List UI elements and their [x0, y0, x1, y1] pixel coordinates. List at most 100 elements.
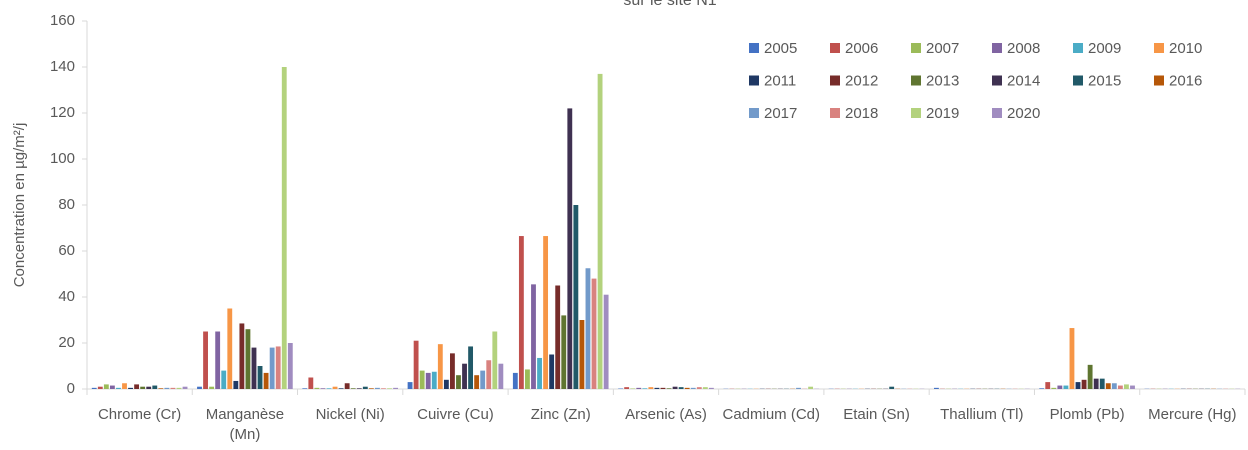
legend-label: 2015: [1088, 72, 1121, 89]
bar: [573, 205, 579, 389]
legend-swatch: [992, 43, 1002, 53]
bar: [660, 387, 666, 389]
bar: [480, 370, 486, 389]
legend-label: 2019: [926, 105, 959, 122]
bar: [591, 278, 597, 389]
bar: [338, 388, 344, 389]
bar: [287, 343, 293, 389]
x-tick-label: Thallium (Tl): [940, 406, 1023, 423]
bar: [116, 387, 121, 389]
y-tick-label: 60: [58, 242, 75, 259]
bar: [344, 383, 350, 389]
legend-swatch: [992, 108, 1002, 118]
bar: [1087, 364, 1093, 389]
bar: [456, 375, 461, 389]
y-tick-label: 40: [58, 288, 75, 305]
legend-swatch: [830, 108, 840, 118]
bar: [320, 388, 326, 389]
x-tick-label: Nickel (Ni): [316, 406, 385, 423]
bar: [350, 388, 356, 389]
bar: [1099, 378, 1105, 389]
legend-swatch: [1154, 43, 1164, 53]
bar: [308, 377, 314, 389]
bar: [531, 284, 536, 389]
bar: [146, 386, 152, 389]
legend-label: 2012: [845, 72, 878, 89]
bar: [1081, 379, 1087, 389]
legend-swatch: [749, 108, 759, 118]
legend-swatch: [1154, 75, 1164, 86]
bar: [889, 386, 895, 389]
bar: [648, 387, 654, 389]
legend-label: 2017: [764, 105, 797, 122]
bar: [1045, 382, 1051, 389]
bar: [387, 388, 392, 389]
bar: [808, 386, 814, 389]
legend-label: 2013: [926, 72, 959, 89]
bar: [512, 372, 518, 389]
bar: [437, 344, 443, 389]
bar: [492, 331, 498, 389]
bar: [257, 366, 263, 389]
legend-label: 2018: [845, 105, 878, 122]
y-tick-label: 140: [50, 58, 75, 75]
x-tick-label: Manganèse (Mn): [206, 406, 284, 443]
bar: [197, 386, 202, 389]
bar: [474, 375, 480, 389]
bar: [1069, 328, 1075, 389]
legend-swatch: [992, 75, 1002, 86]
bar: [486, 360, 492, 389]
legend-label: 2005: [764, 40, 797, 57]
x-tick-label: Mercure (Hg): [1148, 406, 1236, 423]
bar: [281, 67, 287, 389]
legend-label: 2020: [1007, 105, 1040, 122]
bar: [374, 387, 380, 389]
bar: [182, 386, 188, 389]
y-tick-label: 100: [50, 150, 75, 167]
legend-swatch: [749, 75, 759, 86]
bar: [549, 354, 555, 389]
bar: [537, 357, 542, 389]
bar: [1130, 385, 1135, 389]
y-tick-label: 0: [67, 380, 75, 397]
x-tick-label: Zinc (Zn): [531, 406, 591, 423]
x-tick-label: Cadmium (Cd): [723, 406, 821, 423]
bar: [666, 388, 672, 389]
bar: [368, 388, 374, 389]
bar: [233, 380, 239, 389]
y-tick-label: 120: [50, 104, 75, 121]
bar: [597, 73, 603, 390]
legend-swatch: [830, 75, 840, 86]
legend-label: 2014: [1007, 72, 1040, 89]
bar: [158, 388, 164, 389]
bar: [251, 347, 257, 389]
bar: [275, 346, 281, 389]
bar: [227, 308, 233, 389]
bar: [468, 346, 474, 389]
y-axis-label: Concentration en µg/m²/j: [11, 123, 28, 288]
bar: [314, 387, 320, 389]
y-tick-label: 160: [50, 12, 75, 29]
bar: [636, 387, 642, 389]
bar: [555, 285, 561, 389]
bar: [326, 388, 332, 389]
bar: [413, 340, 419, 389]
x-tick-label: Etain (Sn): [843, 406, 910, 423]
bar: [209, 386, 215, 389]
bar: [91, 387, 97, 389]
x-tick-label: Arsenic (As): [625, 406, 707, 423]
bar: [1075, 382, 1081, 389]
legend-label: 2008: [1007, 40, 1040, 57]
bar: [170, 387, 176, 389]
bar: [690, 387, 696, 389]
bar: [109, 385, 115, 389]
bar: [407, 382, 413, 389]
bar: [518, 236, 524, 389]
bar: [221, 370, 227, 389]
bar: [708, 387, 714, 389]
bar: [642, 388, 648, 389]
bar: [462, 363, 467, 389]
bar: [443, 379, 449, 389]
legend-label: 2009: [1088, 40, 1121, 57]
bar: [419, 370, 425, 389]
